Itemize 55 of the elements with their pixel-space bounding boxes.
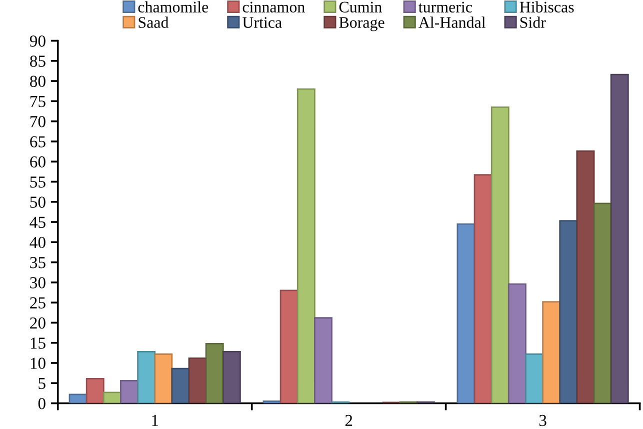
bar [508, 283, 526, 404]
legend-label: Saad [138, 16, 169, 28]
legend-label: Hibiscas [520, 1, 574, 12]
x-tick-label: 2 [345, 414, 352, 426]
bar [610, 74, 629, 404]
y-tick-label: 65 [30, 136, 46, 148]
bar [474, 174, 492, 404]
y-tick-label: 10 [30, 358, 46, 369]
y-tick-label: 50 [30, 196, 46, 208]
bar [490, 106, 510, 404]
y-tick-label: 0 [38, 398, 46, 410]
legend-label: Borage [339, 17, 384, 32]
bar [296, 88, 316, 404]
bar [205, 342, 224, 404]
bar [86, 378, 104, 404]
bar [222, 351, 241, 404]
bar [525, 353, 544, 404]
bar [120, 380, 138, 404]
legend-label: Cumin [339, 2, 382, 12]
bar [171, 368, 190, 404]
y-tick-label: 40 [30, 236, 46, 248]
y-tick-label: 90 [30, 35, 46, 47]
bar [102, 392, 122, 404]
bar [593, 202, 612, 404]
legend-label: Al-Handal [418, 16, 486, 28]
bar [137, 351, 156, 404]
legend-label: Sidr [520, 16, 546, 28]
y-tick-label: 70 [30, 116, 46, 128]
bar [154, 353, 173, 404]
bar [559, 220, 578, 404]
y-tick-label: 55 [30, 176, 46, 188]
x-tick-label: 1 [152, 414, 158, 426]
y-tick-label: 60 [30, 156, 46, 168]
y-tick-label: 45 [30, 216, 46, 228]
bar [456, 223, 476, 404]
y-tick-label: 85 [30, 56, 46, 67]
bar [542, 301, 561, 404]
legend-label: Urtica [242, 17, 282, 28]
y-tick-label: 35 [30, 257, 46, 268]
y-tick-label: 30 [30, 277, 46, 288]
bar [280, 290, 298, 404]
y-tick-label: 20 [30, 317, 46, 329]
legend-label: chamomile [138, 1, 208, 12]
y-tick-label: 5 [38, 378, 46, 390]
legend-label: cinnamon [242, 2, 305, 12]
y-tick-label: 25 [30, 297, 46, 309]
bar [576, 150, 595, 404]
x-tick-label: 3 [539, 414, 546, 426]
y-tick-label: 80 [30, 76, 46, 87]
y-tick-label: 75 [30, 96, 46, 108]
y-tick-label: 15 [30, 338, 46, 349]
bar [68, 394, 88, 404]
legend-label: turmeric [418, 2, 472, 12]
bar [314, 317, 332, 404]
bar [188, 357, 207, 404]
